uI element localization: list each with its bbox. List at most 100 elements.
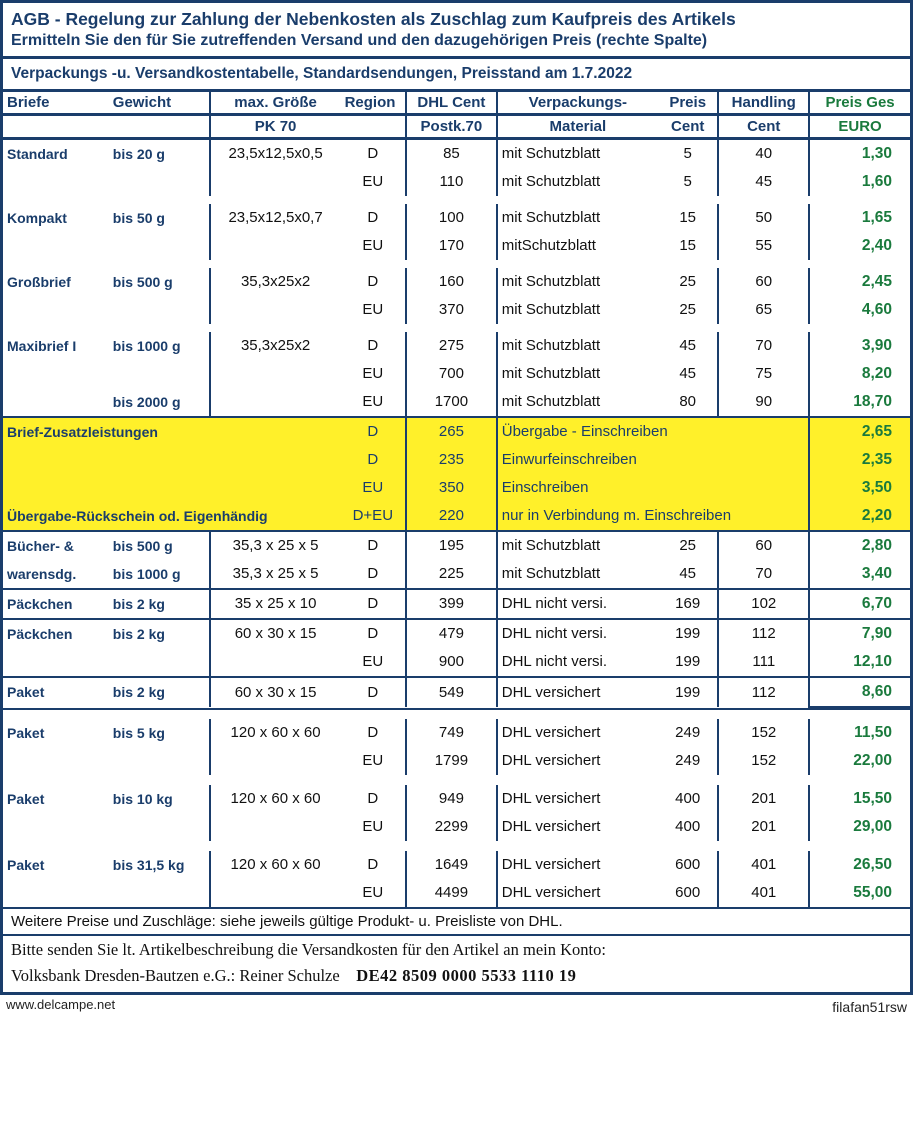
cell-size: 35 x 25 x 10 [210,589,341,618]
table-row: EU1799 DHL versichert24915222,00 [3,747,910,775]
table-row: warensdg.bis 1000 g35,3 x 25 x 5D225 mit… [3,560,910,588]
cell-weight [109,879,210,907]
cell-size: 120 x 60 x 60 [210,851,341,879]
cell-price-cent: 15 [658,204,718,232]
cell-region: EU [341,747,407,775]
cell-price-total: 2,40 [809,232,910,260]
cell-material: DHL nicht versi. [497,589,658,618]
cell-dhl: 1700 [406,388,497,416]
cell-price-total: 15,50 [809,785,910,813]
cell-handling: 90 [718,388,809,416]
cell-category: Maxibrief I [3,332,109,360]
cell-dhl: 160 [406,268,497,296]
cell-handling: 40 [718,138,809,168]
cell-dhl: 549 [406,677,497,707]
table-caption: Verpackungs -u. Versandkostentabelle, St… [3,59,910,91]
cell-category: Päckchen [3,619,109,648]
cell-category: Paket [3,785,109,813]
cell-size: 35,3x25x2 [210,268,341,296]
table-row: Paketbis 5 kg120 x 60 x 60D749 DHL versi… [3,719,910,747]
cell-price-total: 3,40 [809,560,910,588]
col-material: Verpackungs- [497,90,658,114]
cell-handling: 45 [718,168,809,196]
cell-size [210,388,341,416]
cell-material: mit Schutzblatt [497,360,658,388]
table-row: Paketbis 10 kg120 x 60 x 60D949 DHL vers… [3,785,910,813]
cell-handling: 152 [718,719,809,747]
cell-weight: bis 2 kg [109,589,210,618]
cell-category: Päckchen [3,589,109,618]
cell-price-total: 29,00 [809,813,910,841]
cell-weight [109,747,210,775]
cell-weight: bis 1000 g [109,560,210,588]
cell-size: 120 x 60 x 60 [210,719,341,747]
cell-handling: 152 [718,747,809,775]
cell-dhl: 399 [406,589,497,618]
cell-price-cent: 45 [658,560,718,588]
table-row: Großbriefbis 500 g35,3x25x2D160 mit Schu… [3,268,910,296]
cell-dhl: 1799 [406,747,497,775]
cell-region: EU [341,813,407,841]
cell-category: Kompakt [3,204,109,232]
table-row: EU4499 DHL versichert60040155,00 [3,879,910,907]
cell-material: mit Schutzblatt [497,388,658,416]
cell-handling: 112 [718,619,809,648]
cell-material: DHL versichert [497,677,658,707]
cell-material: DHL versichert [497,879,658,907]
cell-category [3,168,109,196]
cell-weight: bis 31,5 kg [109,851,210,879]
col-preis-2: Cent [658,114,718,138]
cell-dhl: 225 [406,560,497,588]
document-header: AGB - Regelung zur Zahlung der Nebenkost… [3,3,910,59]
cell-category: warensdg. [3,560,109,588]
cell-region: EU [341,474,407,502]
cell-price-total: 8,60 [809,677,910,707]
cell-price-cent: 15 [658,232,718,260]
cell-category [3,813,109,841]
buecher-section: Bücher- &bis 500 g35,3 x 25 x 5D195 mit … [3,531,910,589]
cell-price-total: 2,20 [809,502,910,530]
col-gewicht: Gewicht [109,90,210,114]
table-row: EU370 mit Schutzblatt25654,60 [3,296,910,324]
cell-price-cent: 5 [658,168,718,196]
table-row: Paketbis 2 kg60 x 30 x 15D549 DHL versic… [3,677,910,707]
table-row: Bücher- &bis 500 g35,3 x 25 x 5D195 mit … [3,531,910,560]
bank-iban: DE42 8509 0000 5533 1110 19 [356,966,576,985]
pricing-document: AGB - Regelung zur Zahlung der Nebenkost… [0,0,913,995]
cell-weight [109,168,210,196]
cell-material: DHL versichert [497,747,658,775]
table-row: Paketbis 31,5 kg120 x 60 x 60D1649 DHL v… [3,851,910,879]
cell-category: Großbrief [3,268,109,296]
cell-handling: 401 [718,879,809,907]
cell-region: D [341,677,407,707]
cell-size: 35,3 x 25 x 5 [210,531,341,560]
cell-material: mit Schutzblatt [497,296,658,324]
table-row: bis 2000 gEU1700 mit Schutzblatt809018,7… [3,388,910,416]
cell-dhl: 370 [406,296,497,324]
cell-material: mit Schutzblatt [497,268,658,296]
cell-weight [109,648,210,676]
cell-handling: 201 [718,785,809,813]
table-row-zusatz: D235Einwurfeinschreiben2,35 [3,446,910,474]
table-row-zusatz: EU350 Einschreiben3,50 [3,474,910,502]
cell-size [210,168,341,196]
cell-price-total: 8,20 [809,360,910,388]
cell-handling: 65 [718,296,809,324]
watermark-text: filafan51rsw [832,995,913,1015]
cell-material: DHL nicht versi. [497,648,658,676]
cell-price-total: 26,50 [809,851,910,879]
col-groesse-2: PK 70 [210,114,341,138]
cell-region: D [341,619,407,648]
cell-size [210,747,341,775]
briefe-section: Standardbis 20 g23,5x12,5x0,5D85 mit Sch… [3,138,910,417]
cell-price-total: 2,45 [809,268,910,296]
cell-price-cent: 45 [658,360,718,388]
cell-zusatz-label [3,474,341,502]
cell-handling: 50 [718,204,809,232]
cell-material: mit Schutzblatt [497,138,658,168]
cell-price-total: 4,60 [809,296,910,324]
cell-handling: 60 [718,268,809,296]
document-title: AGB - Regelung zur Zahlung der Nebenkost… [11,9,902,31]
cell-price-total: 12,10 [809,648,910,676]
pricing-table: Verpackungs -u. Versandkostentabelle, St… [3,59,910,992]
